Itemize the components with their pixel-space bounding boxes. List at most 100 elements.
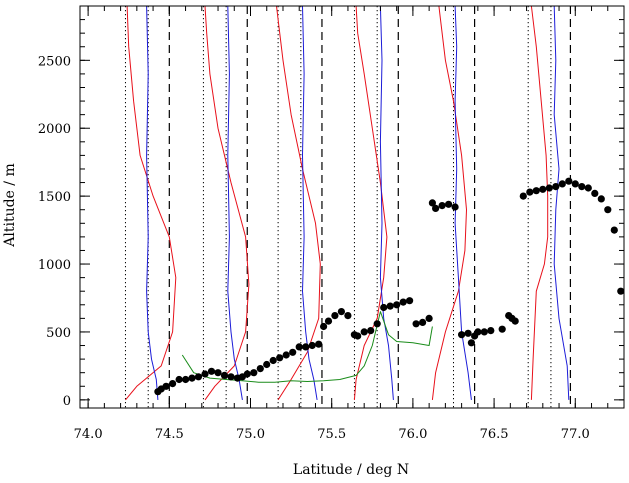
black-data-point [344, 312, 352, 320]
x-tick-label: 74.0 [74, 427, 103, 442]
black-data-point [276, 354, 284, 362]
black-data-point [393, 301, 401, 309]
blue-profile-line [379, 5, 394, 400]
black-data-point [308, 341, 316, 350]
x-axis-label: Latitude / deg N [293, 462, 409, 478]
black-data-point [243, 370, 251, 378]
red-profile-line [530, 5, 549, 400]
black-data-point [380, 303, 388, 312]
black-data-point [511, 317, 519, 325]
red-profile-line [276, 5, 321, 401]
black-data-point [584, 184, 592, 192]
black-data-point [526, 188, 534, 196]
black-data-point [282, 351, 290, 359]
black-data-point [360, 328, 368, 336]
black-data-point [571, 180, 579, 188]
black-data-point [201, 370, 209, 378]
black-data-point [425, 314, 433, 322]
black-data-point [539, 185, 547, 193]
black-data-point [597, 195, 605, 203]
black-data-point [162, 382, 170, 390]
chart-axes: 74.0 74.5 75.0 75.5 76.0 76.5 77.0 0 500 1000 1500… [38, 5, 625, 442]
black-data-point [406, 297, 414, 305]
red-profile-line [125, 5, 177, 401]
black-data-point [474, 328, 482, 336]
black-data-point [399, 298, 407, 306]
black-data-point [532, 187, 540, 195]
x-tick-label: 76.5 [480, 427, 509, 442]
black-data-point [194, 373, 203, 381]
black-data-point [250, 369, 258, 377]
y-axis-label: Altitude / m [2, 163, 18, 247]
black-data-point [498, 325, 506, 333]
blue-profile-line [227, 5, 243, 400]
black-data-point [480, 328, 488, 336]
black-data-point [269, 356, 277, 365]
y-tick-label: 500 [46, 326, 71, 341]
black-data-point [432, 204, 440, 212]
black-data-point [315, 340, 323, 348]
x-tick-label: 77.0 [561, 427, 590, 442]
x-tick-label: 75.0 [236, 427, 265, 442]
black-data-point [175, 375, 183, 384]
y-tick-label: 2500 [38, 54, 71, 69]
black-data-point [519, 192, 527, 200]
black-data-point [302, 343, 310, 351]
black-data-point [438, 202, 446, 210]
y-tick-label: 1500 [38, 190, 71, 205]
black-data-point [188, 374, 196, 382]
black-data-point [458, 331, 466, 339]
black-data-point [367, 327, 375, 335]
black-data-point [464, 329, 472, 337]
black-data-point [256, 365, 264, 373]
black-data-point [324, 317, 333, 325]
blue-profile-line [146, 5, 159, 400]
x-tick-label: 75.5 [317, 427, 346, 442]
black-data-point [220, 371, 229, 379]
black-data-point [419, 318, 427, 326]
black-data-point [386, 302, 394, 310]
red-profile-line [353, 5, 388, 400]
black-data-point [169, 380, 177, 388]
chart-points [154, 177, 625, 396]
black-data-point [214, 369, 222, 377]
black-data-point [207, 367, 216, 375]
plot-frame [79, 5, 625, 409]
y-tick-label: 0 [63, 394, 71, 409]
black-data-point [354, 332, 362, 340]
blue-profile-line [553, 5, 570, 400]
black-data-point [263, 360, 271, 369]
green-series-line [181, 311, 433, 383]
black-data-point [428, 199, 436, 207]
black-data-point [289, 348, 297, 356]
black-data-point [227, 373, 235, 381]
black-data-point [320, 322, 328, 331]
black-data-point [578, 183, 586, 191]
black-data-point [295, 343, 303, 351]
black-data-point [182, 375, 190, 384]
y-tick-label: 1000 [38, 258, 71, 273]
black-data-point [412, 320, 420, 328]
black-data-point [451, 203, 459, 211]
blue-profile-line [302, 5, 318, 400]
black-data-point [565, 177, 573, 185]
black-data-point [467, 339, 475, 347]
red-profile-line [204, 5, 250, 401]
chart-lines [124, 5, 572, 408]
black-data-point [545, 184, 553, 192]
x-tick-label: 76.0 [398, 427, 427, 442]
black-data-point [604, 206, 612, 214]
black-data-point [610, 226, 618, 234]
y-tick-label: 2000 [38, 122, 71, 137]
black-data-point [558, 180, 566, 188]
x-tick-label: 74.5 [155, 427, 184, 442]
black-data-point [552, 183, 560, 191]
black-data-point [337, 308, 345, 316]
black-data-point [445, 200, 453, 208]
black-data-point [373, 320, 381, 328]
black-data-point [487, 327, 495, 335]
blue-profile-line [454, 5, 472, 400]
red-profile-line [431, 5, 467, 400]
